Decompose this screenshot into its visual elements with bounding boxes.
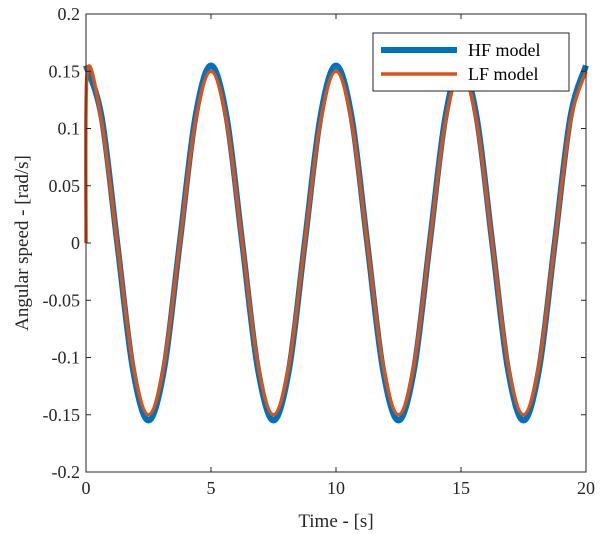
legend-entry-label: LF model	[468, 64, 539, 84]
y-tick-label: 0.1	[58, 119, 81, 139]
y-tick-label: -0.1	[52, 348, 81, 368]
y-axis-label: Angular speed - [rad/s]	[12, 155, 33, 331]
x-tick-label: 5	[207, 478, 216, 498]
legend-box	[372, 32, 570, 92]
tick-layer: 0 5 10 15 20 -0.2 -0.15 -0.1 -0.05 0 0.05 0.1 0.15 0.…	[43, 4, 596, 498]
y-tick-label: 0	[71, 233, 80, 253]
y-tick-label: 0.05	[49, 176, 81, 196]
legend[interactable]: HF model LF model	[372, 32, 570, 92]
series-layer	[83, 62, 589, 424]
y-tick-label: -0.05	[43, 290, 81, 310]
y-tick-label: -0.15	[43, 405, 81, 425]
x-tick-label: 0	[82, 478, 91, 498]
series-line-lf-model	[83, 64, 588, 417]
y-tick-label: 0.15	[49, 61, 81, 81]
y-tick-label: -0.2	[52, 462, 81, 482]
legend-entry-label: HF model	[468, 40, 541, 60]
x-tick-label: 15	[452, 478, 470, 498]
x-tick-label: 20	[577, 478, 595, 498]
x-tick-label: 10	[327, 478, 345, 498]
x-axis-label: Time - [s]	[298, 511, 373, 532]
y-tick-label: 0.2	[58, 4, 81, 24]
